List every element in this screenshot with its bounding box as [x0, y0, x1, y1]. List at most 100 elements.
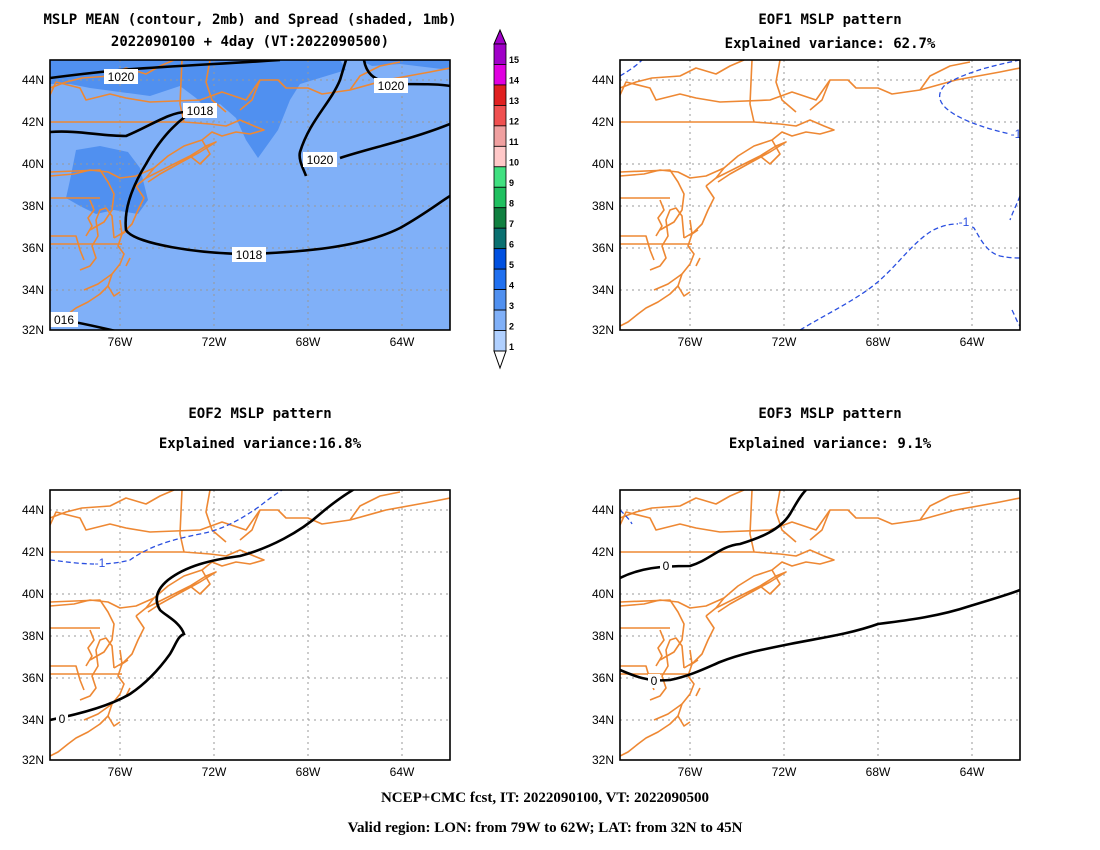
lat-tick-label: 38N	[592, 199, 614, 213]
contour-label: 1018	[187, 104, 214, 118]
colorbar-label: 9	[509, 178, 514, 188]
lat-tick-label: 40N	[592, 587, 614, 601]
lon-tick-label: 76W	[678, 335, 703, 349]
lon-tick-label: 76W	[678, 765, 703, 779]
lat-tick-label: 44N	[22, 503, 44, 517]
lat-tick-label: 44N	[592, 503, 614, 517]
lat-tick-label: 40N	[22, 587, 44, 601]
contour-label: 0	[663, 559, 670, 573]
lat-tick-label: 34N	[22, 713, 44, 727]
axis-labels: 44N 42N 40N 38N 36N 34N 32N 76W 72W 68W 64W 44N 42N 4…	[22, 73, 985, 779]
colorbar-swatch	[493, 309, 507, 331]
colorbar-swatch	[493, 248, 507, 270]
lon-tick-label: 76W	[108, 335, 133, 349]
lat-tick-label: 32N	[22, 753, 44, 767]
lat-tick-label: 42N	[22, 115, 44, 129]
colorbar-swatch	[493, 145, 507, 168]
colorbar-swatch	[493, 43, 507, 65]
colorbar-label: 12	[509, 117, 519, 127]
lat-tick-label: 40N	[592, 157, 614, 171]
lon-tick-label: 68W	[296, 335, 321, 349]
panel-eof1-title: EOF1 MSLP pattern	[758, 12, 901, 28]
lat-tick-label: 34N	[592, 713, 614, 727]
panel-eof3-title: EOF3 MSLP pattern	[758, 406, 901, 422]
colorbar-label: 6	[509, 239, 514, 249]
lat-tick-label: 42N	[22, 545, 44, 559]
lat-tick-label: 32N	[592, 323, 614, 337]
contour-label: 016	[54, 313, 74, 327]
lon-tick-label: 68W	[296, 765, 321, 779]
panel-eof3: EOF3 MSLP pattern Explained variance: 9.…	[619, 406, 1021, 761]
lat-tick-label: 32N	[592, 753, 614, 767]
lat-tick-label: 38N	[22, 199, 44, 213]
panel-eof3-subtitle: Explained variance: 9.1%	[729, 436, 932, 452]
panel-eof2-subtitle: Explained variance:16.8%	[159, 436, 362, 452]
panel-mean-title: MSLP MEAN (contour, 2mb) and Spread (sha…	[43, 12, 456, 28]
contour-label: 0	[59, 712, 66, 726]
colorbar-label: 10	[509, 158, 519, 168]
contour-label: 1020	[307, 153, 334, 167]
lon-tick-label: 72W	[772, 765, 797, 779]
colorbar-label: 13	[509, 96, 519, 106]
lat-tick-label: 34N	[592, 283, 614, 297]
panel-mean: MSLP MEAN (contour, 2mb) and Spread (sha…	[43, 12, 457, 331]
colorbar-swatch	[493, 125, 507, 147]
lon-tick-label: 72W	[202, 765, 227, 779]
lon-tick-label: 68W	[866, 765, 891, 779]
panel-eof1: EOF1 MSLP pattern Explained variance: 62…	[619, 12, 1022, 331]
colorbar-swatch	[493, 330, 507, 352]
spread-colorbar: 15 14 13 12 11 10 9 8 7 6 5 4 3 2 1	[493, 28, 519, 370]
lat-tick-label: 40N	[22, 157, 44, 171]
contour-label: -1	[1011, 127, 1022, 141]
colorbar-label: 7	[509, 219, 514, 229]
contour-label: -1	[959, 215, 970, 229]
colorbar-label: 11	[509, 137, 519, 147]
colorbar-label: 5	[509, 260, 514, 270]
colorbar-label: 14	[509, 76, 519, 86]
lat-tick-label: 36N	[22, 241, 44, 255]
panel-eof3-map: 0 0	[620, 490, 1020, 760]
lon-tick-label: 64W	[390, 335, 415, 349]
panel-mean-subtitle: 2022090100 + 4day (VT:2022090500)	[111, 34, 389, 50]
contour-label: 0	[651, 674, 658, 688]
panel-eof2: EOF2 MSLP pattern Explained variance:16.…	[49, 406, 451, 761]
colorbar-swatch	[493, 84, 507, 106]
lat-tick-label: 44N	[22, 73, 44, 87]
contour-label: 1020	[108, 70, 135, 84]
lat-tick-label: 38N	[22, 629, 44, 643]
panel-eof2-title: EOF2 MSLP pattern	[188, 406, 331, 422]
contour-label: -1	[95, 556, 106, 570]
colorbar-swatch	[493, 166, 507, 188]
contour-label: 1018	[236, 248, 263, 262]
lat-tick-label: 32N	[22, 323, 44, 337]
lat-tick-label: 42N	[592, 545, 614, 559]
colorbar-swatch	[493, 105, 507, 127]
lat-tick-label: 36N	[22, 671, 44, 685]
lat-tick-label: 36N	[592, 671, 614, 685]
colorbar-label: 3	[509, 301, 514, 311]
colorbar-label: 8	[509, 199, 514, 209]
lon-tick-label: 64W	[390, 765, 415, 779]
colorbar-swatch	[493, 289, 507, 311]
colorbar-swatch	[493, 268, 507, 290]
lat-tick-label: 36N	[592, 241, 614, 255]
panel-mean-map: 1020 1018 1020 1020 1018 016	[50, 60, 450, 330]
footer-valid-region: Valid region: LON: from 79W to 62W; LAT:…	[348, 820, 743, 836]
colorbar-label: 1	[509, 342, 514, 352]
contour-label: 1020	[378, 79, 405, 93]
colorbar-label: 4	[509, 280, 514, 290]
colorbar-label: 15	[509, 55, 519, 65]
lon-tick-label: 72W	[772, 335, 797, 349]
lon-tick-label: 68W	[866, 335, 891, 349]
lon-tick-label: 76W	[108, 765, 133, 779]
lon-tick-label: 64W	[960, 335, 985, 349]
colorbar-swatch	[493, 227, 507, 250]
lon-tick-label: 64W	[960, 765, 985, 779]
footer-forecast-info: NCEP+CMC fcst, IT: 2022090100, VT: 20220…	[381, 790, 709, 806]
panel-eof1-map: -1 -1	[620, 60, 1022, 330]
lat-tick-label: 34N	[22, 283, 44, 297]
lat-tick-label: 38N	[592, 629, 614, 643]
lat-tick-label: 44N	[592, 73, 614, 87]
panel-mean-contour-labels: 1020 1018 1020 1020 1018 016	[50, 69, 408, 327]
